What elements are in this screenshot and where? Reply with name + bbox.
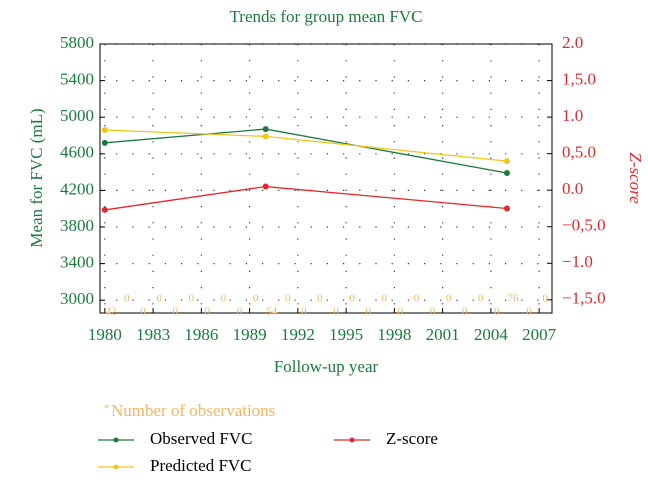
note-marker: * — [104, 403, 110, 415]
observation-count: 0 — [237, 306, 243, 318]
observation-count: 0 — [172, 306, 178, 318]
y2-tick-label: 1.0 — [562, 106, 583, 125]
series-point — [503, 170, 510, 177]
observation-count: 0 — [317, 293, 323, 305]
observation-count: 0 — [124, 293, 130, 305]
x-tick-label: 1980 — [88, 325, 122, 344]
observation-count: 0 — [285, 293, 291, 305]
legend-label: Predicted FVC — [150, 456, 252, 475]
y-tick-label: 3400 — [60, 252, 94, 271]
observation-count: 54 — [266, 306, 278, 318]
y2-tick-label: −1,5.0 — [562, 289, 606, 308]
x-tick-label: 1986 — [184, 325, 218, 344]
y2-tick-label: −0,5.0 — [562, 216, 606, 235]
y2-tick-label: −1.0 — [562, 252, 593, 271]
observation-count: 0 — [189, 293, 195, 305]
y-tick-label: 5400 — [60, 70, 94, 89]
observation-count: 0 — [333, 306, 339, 318]
legend-label: Z-score — [386, 429, 438, 448]
x-tick-label: 1992 — [281, 325, 315, 344]
observation-count: 0 — [526, 306, 532, 318]
x-tick-label: 1989 — [233, 325, 267, 344]
y-tick-label: 5000 — [60, 106, 94, 125]
observation-count: 0 — [140, 306, 146, 318]
chart-title: Trends for group mean FVC — [230, 7, 423, 26]
series-point — [262, 133, 269, 140]
y-axis-label: Mean for FVC (mL) — [27, 108, 46, 247]
y-tick-label: 5800 — [60, 33, 94, 52]
x-tick-label: 1998 — [377, 325, 411, 344]
observation-count: 0 — [221, 293, 227, 305]
legend-label: Observed FVC — [150, 429, 252, 448]
note-label: Number of observations — [111, 401, 275, 420]
y-tick-label: 3000 — [60, 289, 94, 308]
series-line — [104, 129, 508, 162]
x-axis-label: Follow-up year — [274, 357, 379, 376]
observation-count: 0 — [301, 306, 307, 318]
x-tick-label: 2007 — [522, 325, 557, 344]
observation-count: 0 — [349, 293, 355, 305]
observation-count: 0 — [446, 293, 452, 305]
observation-count: 0 — [253, 293, 259, 305]
x-tick-label: 1983 — [136, 325, 170, 344]
series-point — [503, 205, 510, 212]
observation-count: 0 — [542, 293, 548, 305]
x-tick-label: 1995 — [329, 325, 363, 344]
series-point — [503, 158, 510, 165]
series-point — [101, 127, 108, 134]
legend-marker — [113, 437, 119, 443]
observation-count: 0 — [156, 293, 162, 305]
x-tick-label: 2004 — [474, 325, 509, 344]
observation-count: 76 — [507, 293, 519, 305]
plot-frame — [99, 43, 553, 314]
observation-count: 0 — [462, 306, 468, 318]
y2-tick-label: 0,5.0 — [562, 143, 596, 162]
series-point — [101, 206, 108, 213]
observation-count: 0 — [414, 293, 420, 305]
y2-tick-label: 0.0 — [562, 179, 583, 198]
series-line — [104, 128, 508, 174]
legend-marker — [349, 437, 355, 443]
y-tick-label: 4600 — [60, 143, 94, 162]
observation-count: 0 — [494, 306, 500, 318]
observation-count: 0 — [398, 306, 404, 318]
observation-count: 42 — [105, 306, 116, 318]
observation-count: 0 — [205, 306, 211, 318]
legend-marker — [113, 464, 119, 470]
y-tick-label: 4200 — [60, 179, 94, 198]
observation-count: 0 — [430, 306, 436, 318]
y2-axis-label: Z-score — [626, 152, 645, 204]
observation-count: 0 — [382, 293, 388, 305]
observation-count: 0 — [478, 293, 484, 305]
y2-tick-label: 1,5.0 — [562, 69, 596, 88]
y-tick-label: 3800 — [60, 216, 94, 235]
series-point — [262, 126, 269, 133]
x-tick-label: 2001 — [426, 325, 460, 344]
observation-count: 0 — [365, 306, 371, 318]
y2-tick-label: 2.0 — [562, 33, 583, 52]
series-point — [262, 183, 269, 190]
series-point — [101, 139, 108, 146]
